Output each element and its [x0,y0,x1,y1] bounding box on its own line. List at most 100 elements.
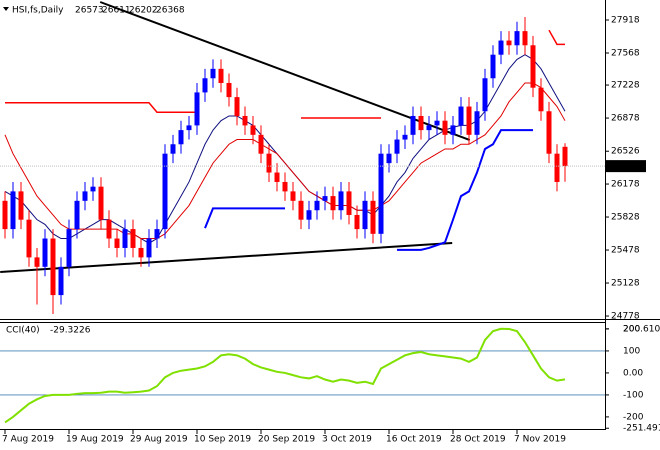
candle-body [298,200,304,220]
y-tick-label: 27228 [611,81,640,91]
candle-body [178,130,184,145]
y-tick-label: 25478 [611,246,640,256]
cci-line [4,327,566,424]
x-tick-label: 7 Aug 2019 [2,435,54,445]
candle-body [546,111,552,154]
y-tick-label: -100 [623,390,644,400]
candle-body [474,111,480,135]
candle-body [242,115,248,126]
candle-body [250,125,256,135]
candle-body [418,115,424,131]
trendline [0,241,453,273]
x-tick-label: 19 Aug 2019 [66,435,124,445]
indicator-line [548,29,565,46]
candle-body [554,153,560,182]
candle-body [122,229,128,248]
candle-body [10,191,16,230]
candle-body [162,153,168,230]
symbol-name: HSI,fs,Daily [12,6,64,16]
candle-body [138,247,144,258]
candle-body [274,172,280,182]
y-tick-label: 26526 [611,147,640,157]
candle-body [18,191,24,220]
indicator-line [204,207,285,229]
candle-body [386,153,392,164]
candle-body [514,31,520,46]
y-tick-label: 25128 [611,279,640,289]
trendline [99,1,471,141]
candle-body [66,229,72,267]
candle-body [146,238,152,258]
candle-body [114,238,120,248]
y-tick-label: 200 [623,324,640,334]
candle-body [530,45,536,88]
candle-body [82,191,88,201]
ohlc-low: 26202 [129,6,158,16]
y-tick-label: 100 [623,346,640,356]
candle-body [458,106,464,126]
y-tick-label: 27568 [611,49,640,59]
candle-body [346,191,352,215]
candle-body [490,54,496,79]
candle-body [426,125,432,131]
candle-body [226,82,232,98]
x-tick-label: 28 Oct 2019 [450,435,506,445]
candle-body [506,40,512,46]
indicator-line [5,102,197,113]
candle-body [34,257,40,267]
indicator-name: CCI(40) [6,326,40,336]
indicator-line [4,82,566,240]
y-tick-label: 200.6101 [623,324,660,334]
candle-body [410,115,416,135]
y-tick-label: 26878 [611,114,640,124]
indicator-value: -29.3226 [50,326,91,336]
candle-body [210,68,216,79]
x-tick-label: 20 Sep 2019 [258,435,315,445]
x-tick-label: 10 Sep 2019 [194,435,251,445]
price-tag [606,160,646,173]
candle-body [290,191,296,201]
candle-body [90,186,96,192]
candle-body [170,144,176,154]
candle-body [106,219,112,239]
y-tick-label: 0.00 [623,368,643,378]
candle-body [42,238,48,267]
ohlc-high: 26611 [102,6,131,16]
candle-body [202,78,208,93]
candle-body [282,181,288,192]
candle-body [450,125,456,135]
ohlc-close: 26368 [156,6,185,16]
candle-body [50,238,56,296]
y-tick-label: 26178 [611,180,640,190]
candle-body [266,153,272,173]
x-tick-label: 29 Aug 2019 [130,435,188,445]
candle-body [442,120,448,135]
candle-body [498,40,504,55]
candle-body [194,92,200,126]
candle-body [258,134,264,154]
y-tick-label: -251.491 [623,424,660,434]
candle-body [58,266,64,296]
candle-body [482,78,488,112]
candle-body [562,146,568,167]
menu-icon [3,7,9,11]
candle-body [354,214,360,230]
candle-body [98,186,104,220]
candle-body [362,200,368,230]
candle-body [370,200,376,234]
y-tick-label: 25828 [611,213,640,223]
candle-body [434,120,440,126]
candle-body [402,134,408,140]
y-tick-label: -200 [623,412,644,422]
candle-body [522,31,528,46]
y-tick-label: 27918 [611,16,640,26]
candle-body [314,200,320,211]
candle-body [338,191,344,211]
x-tick-label: 3 Oct 2019 [322,435,372,445]
candle-body [330,196,336,211]
price-tag-label: 26368 [609,162,638,172]
candle-body [306,210,312,220]
candle-body [186,125,192,131]
